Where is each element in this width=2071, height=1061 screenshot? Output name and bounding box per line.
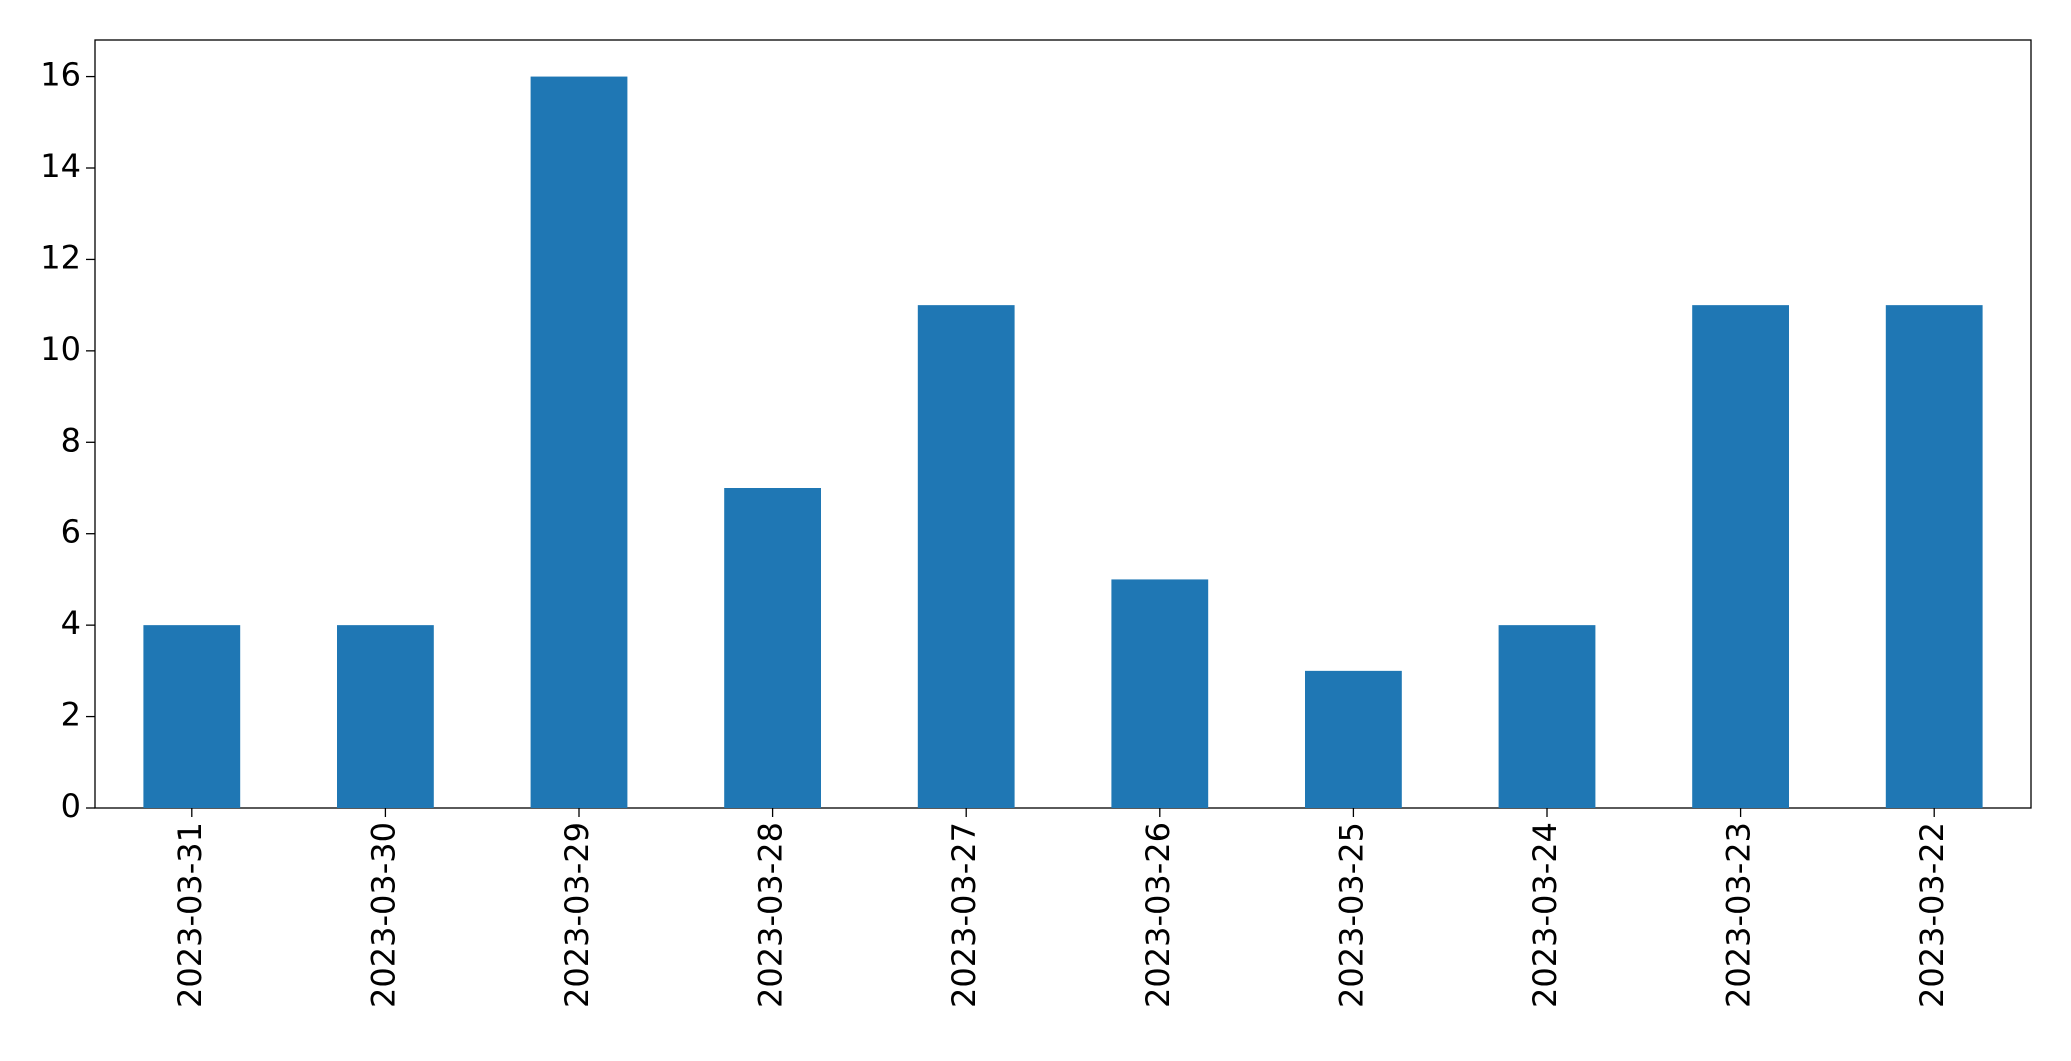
y-tick-label: 16: [40, 56, 81, 94]
bar: [337, 625, 434, 808]
bar: [143, 625, 241, 808]
y-tick-label: 10: [40, 330, 81, 368]
bar: [917, 305, 1015, 808]
y-tick-label: 4: [61, 604, 81, 642]
bar: [1885, 305, 1983, 808]
bar: [1111, 579, 1209, 808]
y-tick-label: 8: [61, 421, 81, 459]
bar: [530, 76, 628, 809]
y-tick-label: 0: [61, 787, 81, 825]
x-tick-label: 2023-03-23: [1720, 822, 1758, 1008]
x-tick-label: 2023-03-24: [1526, 822, 1564, 1008]
x-tick-label: 2023-03-31: [171, 822, 209, 1008]
y-tick-label: 6: [61, 513, 81, 551]
x-tick-label: 2023-03-28: [752, 822, 790, 1008]
plot-frame: [94, 39, 2032, 809]
bar: [1305, 670, 1402, 808]
x-tick-label: 2023-03-29: [558, 822, 596, 1008]
x-tick-label: 2023-03-26: [1139, 822, 1177, 1008]
x-tick-label: 2023-03-22: [1913, 822, 1951, 1008]
y-tick-label: 12: [40, 238, 81, 276]
x-tick-label: 2023-03-27: [945, 822, 983, 1008]
bar: [724, 488, 821, 808]
x-tick-label: 2023-03-30: [364, 822, 402, 1008]
x-tick-label: 2023-03-25: [1332, 822, 1370, 1008]
y-tick-label: 14: [40, 147, 81, 185]
bar: [1498, 625, 1596, 808]
bar: [1692, 305, 1789, 808]
y-tick-label: 2: [61, 696, 81, 734]
